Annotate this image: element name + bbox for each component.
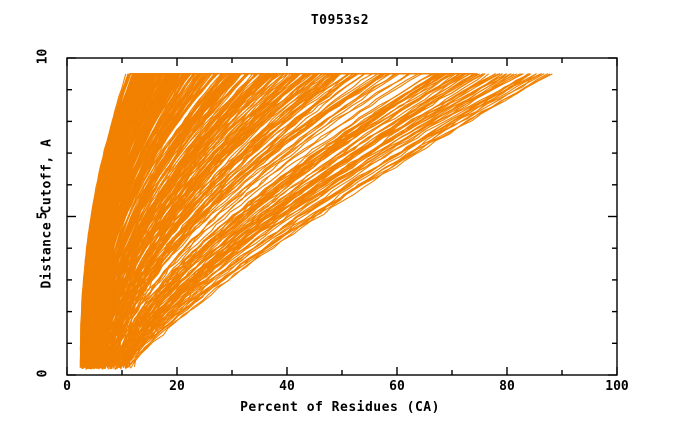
model-curve bbox=[98, 73, 235, 369]
y-tick-label: 10 bbox=[35, 48, 51, 65]
model-curve bbox=[109, 73, 334, 368]
model-curve bbox=[124, 73, 508, 369]
x-tick-label: 20 bbox=[169, 379, 185, 394]
x-tick-label: 80 bbox=[499, 379, 515, 394]
model-curve bbox=[98, 73, 240, 364]
data-curves bbox=[79, 73, 553, 370]
x-tick-label: 60 bbox=[389, 379, 405, 394]
model-curve bbox=[96, 73, 233, 359]
x-axis-label: Percent of Residues (CA) bbox=[240, 400, 440, 415]
model-curve bbox=[122, 73, 511, 360]
model-curve bbox=[110, 73, 294, 364]
model-curve bbox=[107, 73, 296, 360]
model-curve bbox=[104, 73, 309, 363]
model-curve bbox=[111, 73, 419, 368]
x-tick-label: 100 bbox=[605, 379, 629, 394]
model-curve bbox=[114, 73, 337, 360]
y-tick-label: 0 bbox=[35, 369, 51, 378]
model-curve bbox=[130, 73, 551, 369]
x-tick-label: 40 bbox=[279, 379, 295, 394]
model-curve bbox=[93, 73, 174, 363]
model-curve bbox=[102, 73, 275, 369]
model-curve bbox=[122, 73, 460, 362]
model-curve bbox=[102, 73, 262, 370]
model-curve bbox=[79, 73, 141, 368]
model-curve bbox=[131, 73, 541, 361]
model-curve bbox=[122, 73, 490, 365]
model-curve bbox=[120, 73, 499, 361]
model-curve bbox=[105, 73, 308, 359]
model-curve bbox=[117, 73, 340, 362]
model-curve bbox=[101, 73, 278, 365]
model-curve bbox=[113, 73, 329, 360]
model-curve bbox=[109, 73, 320, 361]
model-curve bbox=[127, 73, 529, 367]
y-tick-label: 5 bbox=[35, 211, 51, 219]
model-curve bbox=[104, 73, 271, 362]
model-curve bbox=[92, 73, 172, 360]
model-curve bbox=[120, 73, 445, 363]
model-curve bbox=[99, 73, 275, 364]
model-curve bbox=[89, 73, 157, 360]
model-curve bbox=[133, 73, 553, 368]
x-tick-label: 0 bbox=[63, 379, 71, 394]
model-curve bbox=[85, 73, 143, 366]
model-curve bbox=[80, 73, 148, 360]
model-curve bbox=[110, 73, 398, 370]
model-curve bbox=[110, 73, 433, 367]
model-curve bbox=[126, 73, 518, 362]
model-curve bbox=[124, 73, 537, 361]
chart-title: T0953s2 bbox=[310, 13, 370, 28]
model-curve bbox=[114, 73, 478, 370]
model-curve bbox=[86, 73, 135, 370]
model-curve bbox=[117, 73, 340, 359]
model-curve bbox=[123, 73, 523, 364]
model-curve bbox=[95, 73, 230, 362]
axis-ticks bbox=[66, 57, 618, 376]
